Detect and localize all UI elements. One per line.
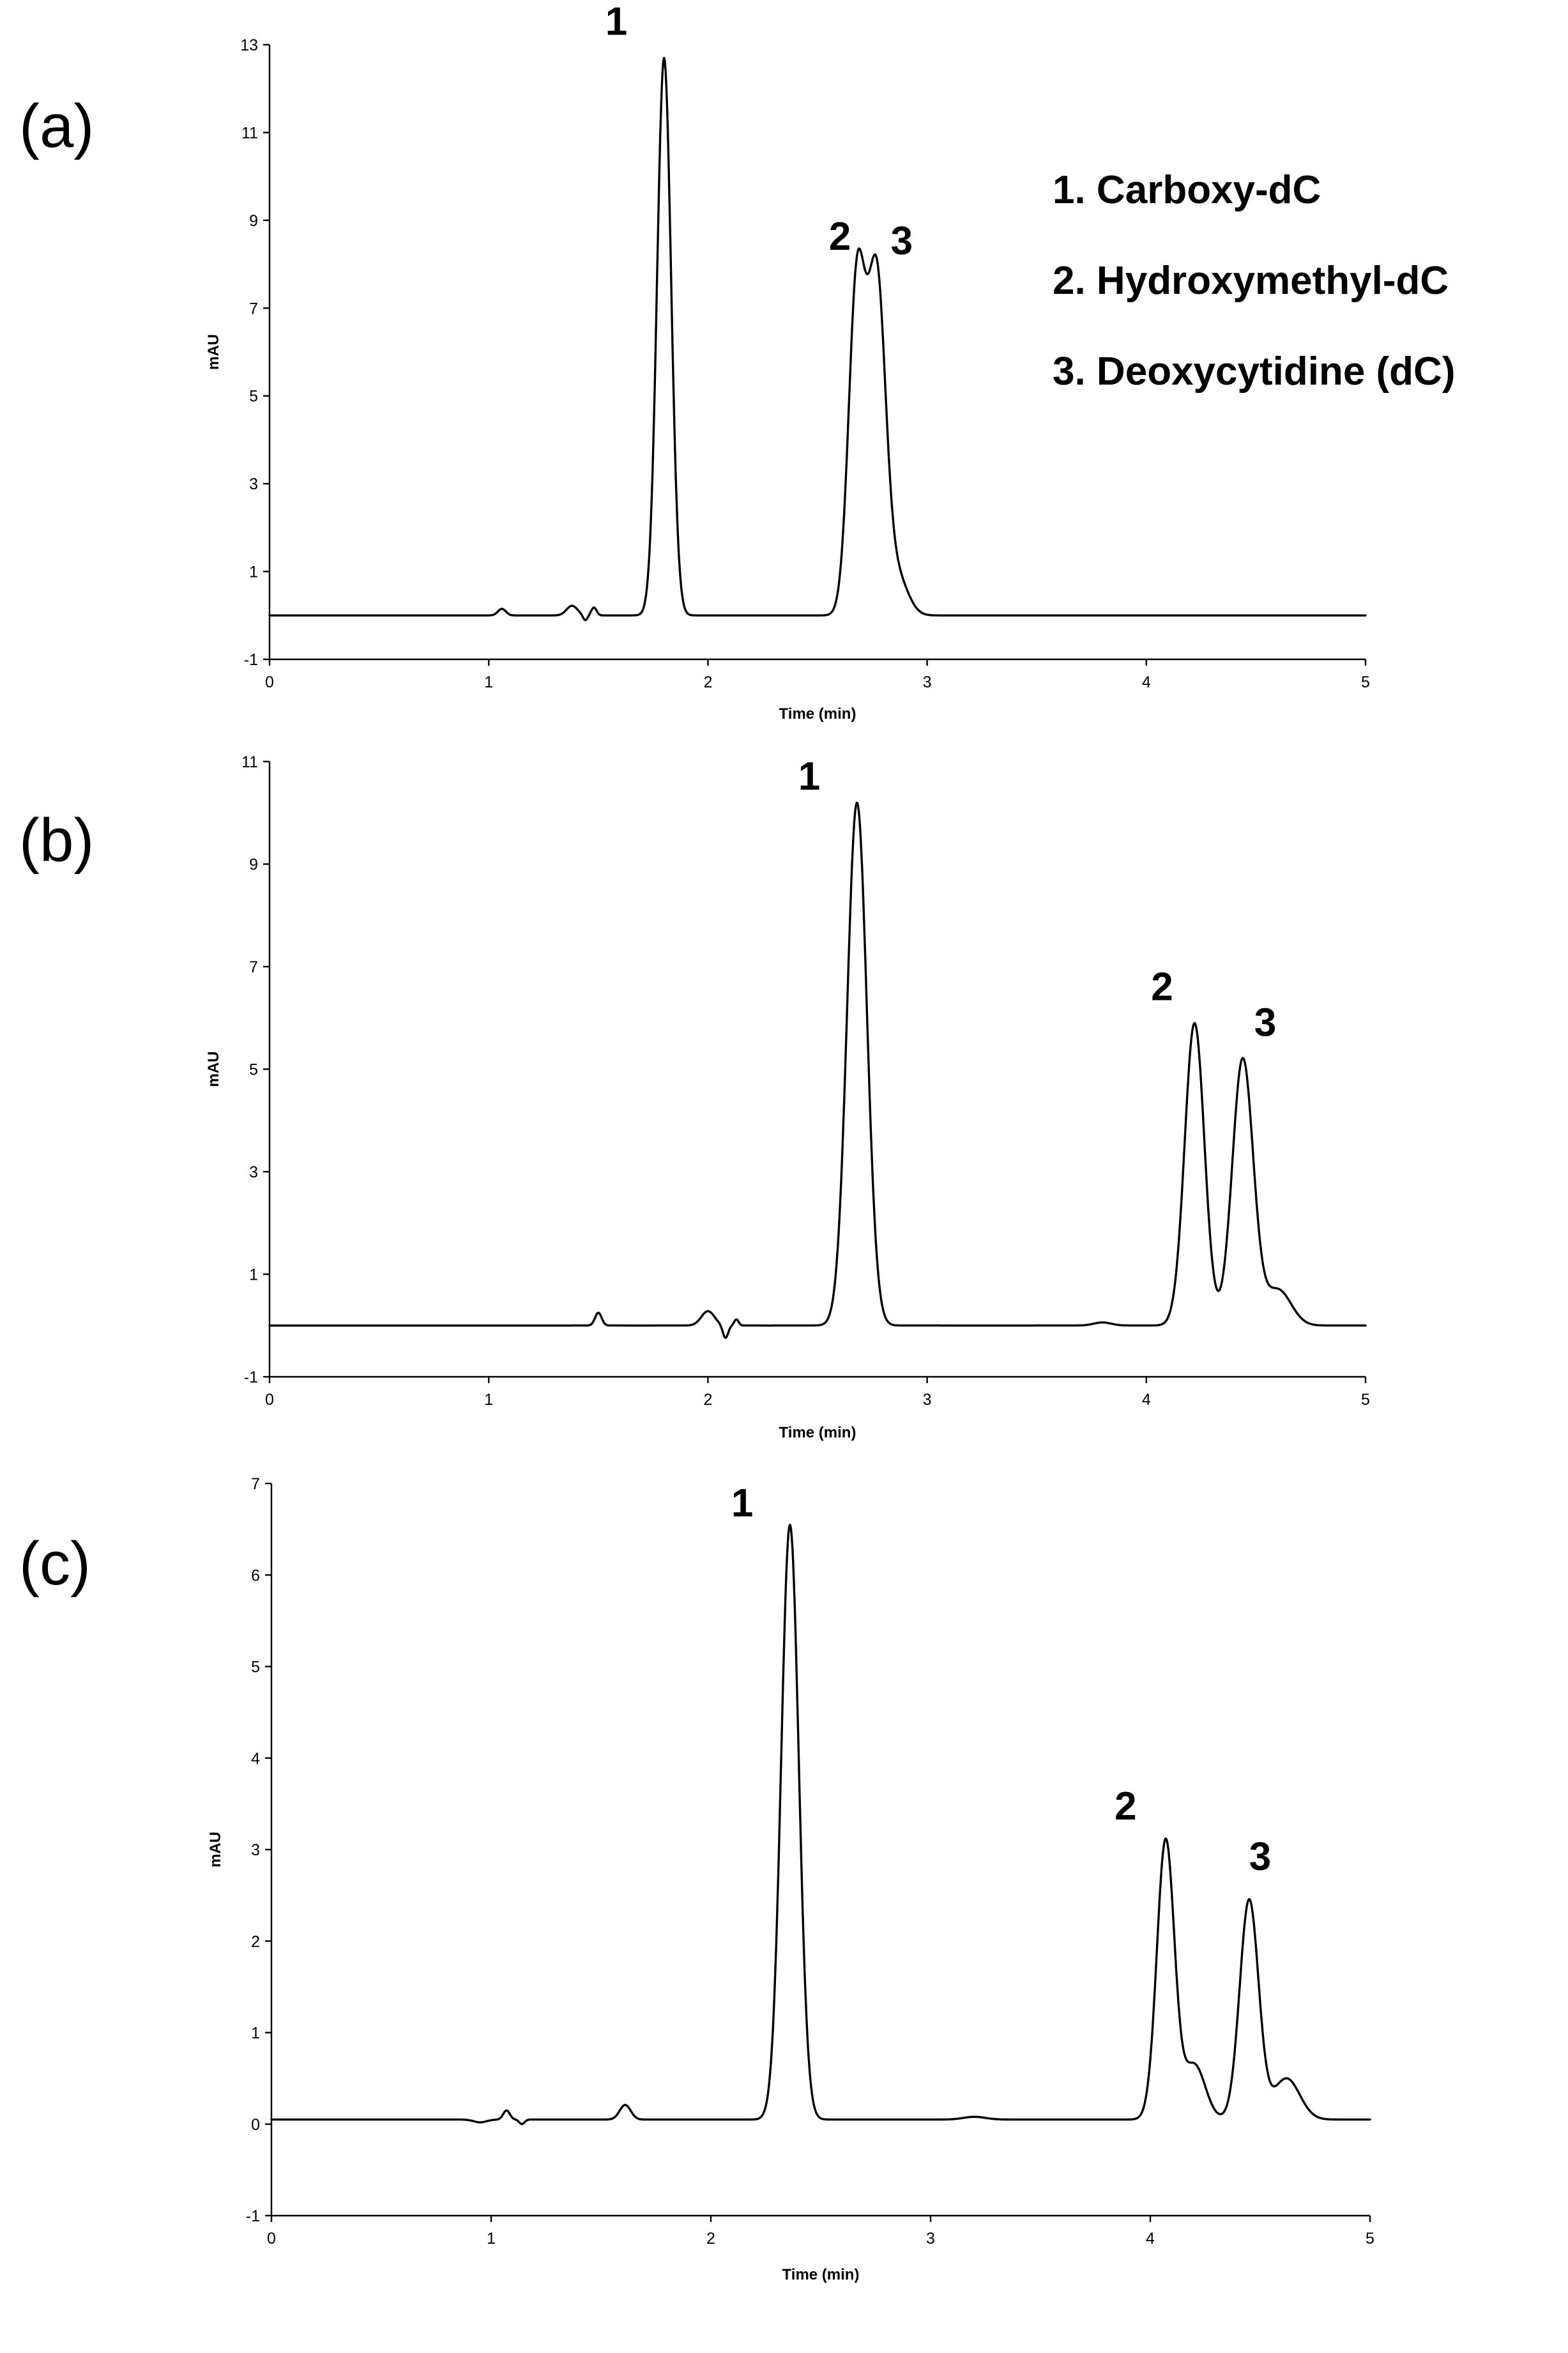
y-tick-label: -1 [244, 651, 258, 669]
y-tick-label: 1 [251, 2025, 260, 2043]
x-tick-label: 1 [484, 673, 493, 691]
peak-label-1: 1 [731, 1482, 753, 1526]
x-tick-label: 2 [706, 2230, 715, 2248]
panel-label: (a) [19, 92, 94, 160]
peak-2-apex [856, 281, 858, 282]
y-tick-label: 11 [241, 124, 258, 142]
chromatogram-trace [268, 56, 1367, 622]
x-tick-label: 0 [265, 1391, 274, 1409]
y-axis-title: mAU [205, 1051, 222, 1087]
x-tick-label: 1 [484, 1391, 493, 1409]
y-tick-label: 1 [249, 1266, 258, 1284]
y-tick-label: 5 [249, 388, 258, 406]
y-tick-label: 4 [251, 1750, 260, 1768]
y-axis-title: mAU [207, 1832, 224, 1867]
x-tick-label: 0 [267, 2230, 276, 2248]
y-tick-label: 2 [251, 1933, 260, 1951]
legend-item-carboxy-dc: 1. Carboxy-dC [1053, 168, 1321, 212]
y-tick-label: 5 [249, 1061, 258, 1079]
x-axis-title: Time (min) [782, 2266, 860, 2283]
x-tick-label: 5 [1366, 2230, 1374, 2248]
peak-3-apex [1249, 1904, 1250, 1905]
x-tick-label: 4 [1142, 673, 1151, 691]
x-tick-label: 2 [703, 1391, 712, 1409]
peak-label-2: 2 [1151, 965, 1173, 1009]
legend-item-deoxycytidine: 3. Deoxycytidine (dC) [1053, 349, 1455, 394]
legend: 1. Carboxy-dC 2. Hydroxymethyl-dC 3. Deo… [1053, 168, 1455, 394]
y-tick-label: 0 [251, 2116, 260, 2134]
y-tick-label: 6 [251, 1567, 260, 1584]
y-tick-label: 7 [249, 958, 258, 976]
x-tick-label: 1 [487, 2230, 496, 2248]
chart-panel-3: -1 0 1 2 3 4 5 6 7 0 1 2 3 4 5 Time (min) mAU (c) 1 2 3 [19, 1475, 1374, 2283]
y-tick-label: -1 [244, 1368, 258, 1386]
x-tick-label: 3 [923, 1391, 932, 1409]
peak-label-3: 3 [1254, 1000, 1276, 1045]
y-tick-label: 3 [249, 475, 258, 493]
panel-label: (b) [19, 806, 94, 875]
x-tick-label: 2 [703, 673, 712, 691]
x-tick-label: 5 [1361, 673, 1370, 691]
y-tick-label: 3 [249, 1163, 258, 1181]
chromatogram-trace [268, 801, 1367, 1339]
legend-item-hydroxymethyl-dc: 2. Hydroxymethyl-dC [1053, 259, 1449, 303]
y-tick-label: 5 [251, 1659, 260, 1676]
peak-label-1: 1 [798, 755, 820, 799]
y-tick-label: 13 [240, 36, 258, 54]
chart-panel-2: -1 1 3 5 7 9 11 0 1 2 3 4 5 Time (min) mAU (b) 1 2 3 [19, 753, 1370, 1441]
peak-label-3: 3 [891, 219, 913, 263]
y-tick-label: -1 [246, 2207, 260, 2225]
y-tick-label: 3 [251, 1841, 260, 1859]
peak-label-1: 1 [605, 0, 627, 44]
y-axis-title: mAU [205, 334, 222, 370]
x-tick-label: 4 [1142, 1391, 1151, 1409]
x-tick-label: 5 [1361, 1391, 1370, 1409]
chromatogram-trace [270, 1523, 1371, 2126]
x-tick-label: 0 [265, 673, 274, 691]
peak-2-apex [1165, 1844, 1166, 1846]
peak-label-2: 2 [1115, 1784, 1136, 1828]
y-tick-label: 1 [249, 563, 258, 581]
y-tick-label: 7 [251, 1475, 260, 1493]
x-tick-label: 3 [923, 673, 932, 691]
y-tick-label: 9 [249, 212, 258, 230]
y-tick-label: 11 [241, 753, 258, 771]
x-axis-title: Time (min) [779, 705, 856, 723]
panel-label: (c) [19, 1529, 91, 1598]
x-axis-title: Time (min) [779, 1424, 856, 1441]
y-tick-label: 7 [249, 300, 258, 318]
x-tick-label: 3 [926, 2230, 935, 2248]
peak-label-3: 3 [1249, 1835, 1271, 1879]
y-tick-label: 9 [249, 856, 258, 874]
peak-3-apex [876, 286, 878, 287]
peak-label-2: 2 [829, 215, 851, 259]
x-tick-label: 4 [1146, 2230, 1155, 2248]
